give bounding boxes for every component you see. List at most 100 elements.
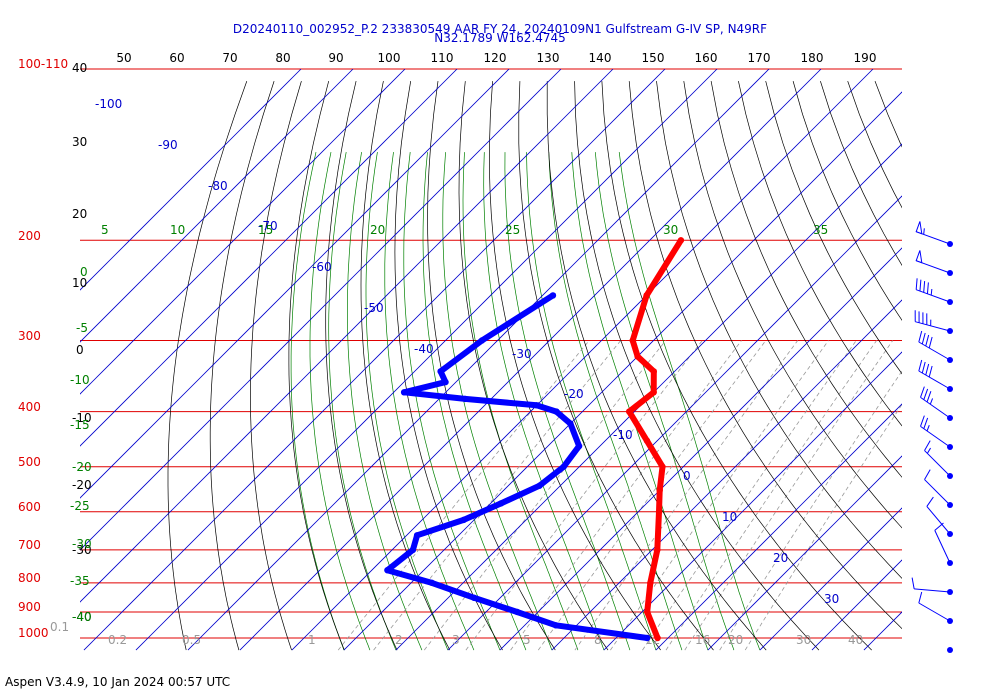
temperature-point: [650, 389, 657, 396]
theta-e-left-label: -40: [72, 610, 92, 624]
dewpoint-point: [409, 546, 417, 554]
isotherm-line: [447, 195, 902, 651]
temperature-point: [659, 463, 666, 470]
moist-adiabat-line: [403, 152, 501, 651]
dry-adiabat-line: [209, 80, 275, 651]
wind-barb-shaft: [916, 289, 951, 303]
isotherm-label: 10: [722, 510, 737, 524]
theta-e-left-label: 0: [80, 265, 88, 279]
wind-barb-half-feather: [930, 288, 933, 296]
isotherm-label: 20: [773, 551, 788, 565]
pressure-label: 200: [18, 229, 41, 243]
dewpoint-point: [536, 482, 543, 489]
dry-adiabat-line: [792, 81, 902, 321]
dry-adiabat-line: [288, 81, 345, 651]
wind-barb: [924, 469, 953, 508]
mixing-ratio-line: [719, 370, 902, 651]
wind-barb-feather: [911, 577, 915, 589]
moist-adiabat-line: [462, 152, 579, 651]
theta-e-left-label: -35: [70, 574, 90, 588]
wind-barb-feather: [918, 359, 923, 372]
theta-left-label: -40: [72, 610, 92, 624]
mixing-ratio-line: [665, 340, 877, 651]
theta-top-label: 140: [589, 51, 612, 65]
wind-barb-feather: [924, 469, 931, 480]
wind-barb-feather: [920, 415, 925, 427]
dry-adiabat-line: [458, 81, 609, 651]
theta-e-top-label: 10: [170, 223, 185, 237]
temperature-point: [644, 608, 651, 616]
isotherm-line: [655, 403, 902, 651]
dewpoint-point: [460, 516, 467, 524]
software-version-footer: Aspen V3.4.9, 10 Jan 2024 00:57 UTC: [5, 675, 231, 689]
dry-adiabat-line: [427, 81, 556, 651]
wind-barb-feather: [924, 440, 931, 451]
isotherm-label: -70: [258, 219, 278, 233]
temperature-point: [650, 368, 657, 375]
wind-barb: [924, 440, 953, 479]
dry-adiabat-line: [325, 81, 398, 651]
wind-barb: [920, 415, 953, 450]
mixing-ratio-line: [642, 340, 857, 651]
mixing-ratio-line: [684, 340, 894, 651]
wind-barb: [911, 577, 953, 595]
wind-barb-feather: [920, 386, 925, 398]
wind-barb-shaft: [914, 588, 951, 593]
wind-barb: [934, 522, 953, 566]
theta-e-top-label: 5: [101, 223, 109, 237]
temperature-line: [626, 237, 684, 641]
dewpoint-point: [470, 594, 478, 602]
moist-adiabat-lines: [290, 152, 761, 651]
theta-left-label: 20: [72, 207, 87, 221]
isotherm-line: [811, 559, 902, 651]
wind-barb-shaft: [926, 506, 951, 535]
theta-top-label: 180: [801, 51, 824, 65]
theta-top-label: 150: [642, 51, 665, 65]
isotherm-line: [395, 143, 902, 651]
wind-barb: [915, 250, 953, 276]
wind-barb-shaft: [934, 530, 951, 564]
wind-barb-feather: [923, 388, 929, 400]
theta-e-left-label: -10: [70, 373, 90, 387]
dry-adiabat-line: [360, 81, 451, 651]
dry-adiabat-line: [574, 81, 820, 651]
isotherm-label: 30: [824, 592, 839, 606]
moist-adiabat-line: [365, 152, 449, 651]
dry-adiabat-line: [518, 81, 714, 651]
moist-adiabat-line: [548, 152, 683, 651]
dry-adiabat-line: [738, 81, 902, 427]
temperature-point: [629, 337, 636, 344]
mixing-ratio-label: 5: [523, 633, 531, 647]
wind-barb-half-feather: [923, 228, 925, 235]
wind-barb-feather: [928, 336, 933, 349]
dry-adiabat-line: [765, 81, 902, 375]
dry-adiabat-line: [930, 81, 1000, 650]
wind-barb-half-feather: [926, 447, 931, 454]
theta-left-label: 10: [72, 276, 87, 290]
isotherm-line: [239, 69, 822, 651]
theta-top-label: 60: [169, 51, 184, 65]
chart-title-line1: D20240110_002952_P.2 233830549 AAR FY 24…: [232, 22, 768, 36]
wind-barb-feather: [925, 334, 930, 347]
isotherm-label: -60: [312, 260, 332, 274]
isotherm-label: -100: [95, 97, 122, 111]
mixing-ratio-label: 1: [308, 633, 316, 647]
isotherm-label: -40: [414, 342, 434, 356]
isotherm-line: [343, 91, 902, 651]
isotherm-label: -10: [613, 428, 633, 442]
chart-title-line2: N32.1789 W162.4745: [434, 31, 566, 45]
dewpoint-point: [478, 337, 486, 344]
dewpoint-point: [644, 634, 651, 642]
theta-left-label: 30: [72, 135, 87, 149]
dry-adiabat-line: [489, 81, 661, 651]
dry-adiabat-line: [683, 81, 902, 529]
dewpoint-point: [461, 395, 469, 403]
pressure-label: 700: [18, 538, 41, 552]
wind-barb-shaft: [918, 370, 951, 390]
temperature-point: [654, 546, 661, 554]
moist-adiabat-line: [309, 152, 371, 651]
dry-adiabat-line: [167, 80, 248, 651]
theta-e-left-label: -5: [76, 321, 88, 335]
wind-barb-feather: [926, 282, 929, 294]
dewpoint-point: [497, 500, 505, 507]
